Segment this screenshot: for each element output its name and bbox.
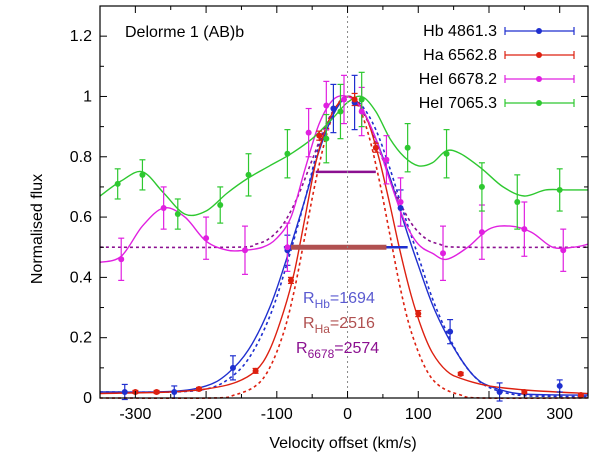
data-point-2 bbox=[560, 247, 567, 254]
x-tick-label: -300 bbox=[119, 406, 151, 423]
legend-marker bbox=[536, 76, 542, 82]
data-point-2 bbox=[203, 235, 210, 242]
y-tick-label: 1 bbox=[83, 88, 92, 105]
data-point-0 bbox=[447, 328, 454, 335]
x-tick-label: 300 bbox=[546, 406, 573, 423]
data-point-0 bbox=[229, 364, 236, 371]
y-tick-label: 1.2 bbox=[70, 28, 92, 45]
x-tick-label: 0 bbox=[343, 406, 352, 423]
data-point-3 bbox=[245, 171, 252, 178]
data-point-2 bbox=[478, 229, 485, 236]
legend-label: Ha 6562.8 bbox=[423, 47, 497, 64]
data-point-3 bbox=[174, 211, 181, 218]
data-point-0 bbox=[496, 388, 503, 395]
data-point-1 bbox=[153, 388, 160, 395]
x-tick-label: 100 bbox=[405, 406, 432, 423]
data-point-2 bbox=[305, 129, 312, 136]
data-point-1 bbox=[252, 367, 259, 374]
y-tick-label: 0 bbox=[83, 390, 92, 407]
data-point-2 bbox=[440, 250, 447, 257]
data-point-3 bbox=[404, 144, 411, 151]
chart-title: Delorme 1 (AB)b bbox=[125, 24, 244, 41]
legend: Hb 4861.3 Ha 6562.8 HeI 6678.2 HeI 7065.3 bbox=[419, 23, 575, 112]
legend-marker bbox=[536, 100, 542, 106]
data-point-3 bbox=[443, 150, 450, 157]
data-point-1 bbox=[287, 277, 294, 284]
x-tick-label: -100 bbox=[261, 406, 293, 423]
data-point-3 bbox=[358, 96, 365, 103]
data-point-3 bbox=[217, 202, 224, 209]
annotation-r-hb: RHb=1694 bbox=[303, 290, 375, 311]
svg-text:RHb=1694: RHb=1694 bbox=[303, 290, 375, 311]
y-axis-label: Normalised flux bbox=[29, 174, 46, 284]
svg-text:RHa=2516: RHa=2516 bbox=[303, 315, 375, 336]
data-point-1 bbox=[316, 132, 323, 139]
data-point-2 bbox=[383, 156, 390, 163]
annotation-r-ha: RHa=2516 bbox=[303, 315, 375, 336]
data-point-3 bbox=[114, 180, 121, 187]
data-point-0 bbox=[397, 205, 404, 212]
legend-marker bbox=[536, 28, 542, 34]
x-tick-label: -200 bbox=[190, 406, 222, 423]
data-point-3 bbox=[478, 183, 485, 190]
data-point-2 bbox=[241, 247, 248, 254]
width-bars bbox=[283, 170, 408, 250]
y-tick-label: 0.8 bbox=[70, 149, 92, 166]
svg-text:R6678=2574: R6678=2574 bbox=[296, 340, 379, 361]
data-point-1 bbox=[196, 385, 203, 392]
data-points bbox=[114, 96, 584, 398]
data-point-2 bbox=[160, 205, 167, 212]
y-tick-label: 0.4 bbox=[70, 269, 92, 286]
legend-label: HeI 6678.2 bbox=[419, 71, 497, 88]
data-point-3 bbox=[323, 135, 330, 142]
legend-label: HeI 7065.3 bbox=[419, 95, 497, 112]
y-tick-label: 0.6 bbox=[70, 209, 92, 226]
data-point-2 bbox=[397, 199, 404, 205]
data-point-0 bbox=[171, 388, 178, 395]
data-point-1 bbox=[577, 391, 584, 398]
data-point-1 bbox=[457, 370, 464, 377]
data-point-3 bbox=[337, 108, 344, 115]
data-point-2 bbox=[521, 226, 528, 233]
data-point-2 bbox=[341, 96, 347, 103]
axes: -300 -200 -100 0 100 200 300 0 0.2 0.4 0.6 0.8 1 1.2 bbox=[70, 5, 588, 423]
plot-clip-group bbox=[99, 71, 589, 402]
data-point-3 bbox=[284, 150, 291, 157]
data-point-3 bbox=[556, 186, 563, 193]
data-point-1 bbox=[415, 310, 422, 317]
x-tick-label: 200 bbox=[476, 406, 503, 423]
data-point-3 bbox=[139, 171, 146, 178]
data-point-2 bbox=[284, 244, 291, 251]
data-point-1 bbox=[521, 388, 528, 395]
data-point-2 bbox=[323, 102, 330, 109]
data-point-2 bbox=[118, 256, 125, 263]
data-point-0 bbox=[121, 388, 128, 395]
data-point-2 bbox=[358, 108, 365, 115]
data-point-0 bbox=[330, 105, 337, 112]
data-point-3 bbox=[514, 199, 521, 205]
annotation-r-6678: R6678=2574 bbox=[296, 340, 379, 361]
data-point-1 bbox=[351, 96, 358, 103]
y-tick-label: 0.2 bbox=[70, 330, 92, 347]
data-point-0 bbox=[556, 382, 563, 389]
x-axis-label: Velocity offset (km/s) bbox=[269, 435, 416, 452]
legend-marker bbox=[536, 52, 542, 58]
plot-frame bbox=[99, 5, 589, 399]
legend-label: Hb 4861.3 bbox=[423, 23, 497, 40]
data-point-1 bbox=[372, 144, 379, 151]
